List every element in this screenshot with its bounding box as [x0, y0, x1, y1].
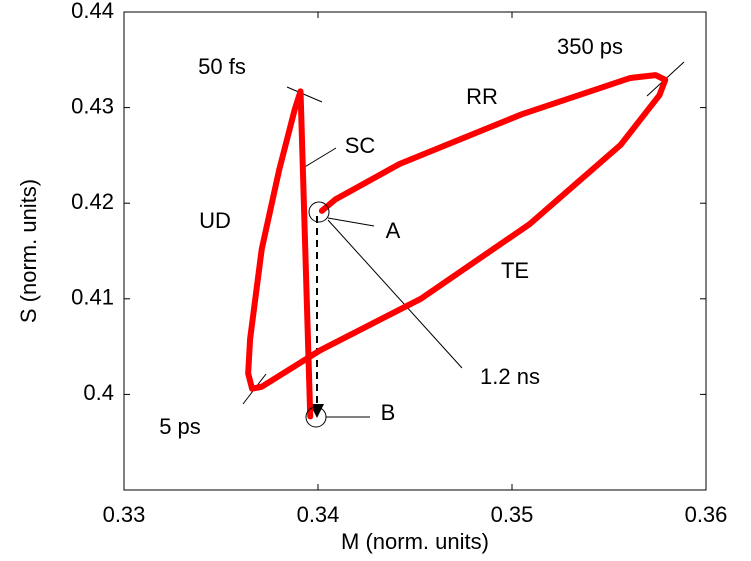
- plot-area: [245, 72, 669, 420]
- point-a-circle: [308, 201, 330, 223]
- y-tick-label: 0.4: [83, 380, 114, 405]
- y-tick-label: 0.41: [71, 285, 114, 310]
- annotation: 50 fs: [198, 54, 246, 79]
- x-axis-label: M (norm. units): [341, 529, 489, 554]
- y-axis-label: S (norm. units): [16, 179, 41, 323]
- leader-line: [327, 217, 375, 227]
- x-tick-label: 0.34: [297, 502, 340, 527]
- annotation: A: [386, 218, 401, 243]
- time-mark: [286, 86, 323, 103]
- annotation: 5 ps: [159, 414, 201, 439]
- trajectory-line: [245, 72, 669, 420]
- point-b-circle: [305, 406, 327, 428]
- y-tick-label: 0.43: [71, 93, 114, 118]
- annotation: 1.2 ns: [480, 364, 540, 389]
- leader-line: [302, 147, 337, 169]
- annotation: UD: [199, 208, 231, 233]
- x-tick-label: 0.33: [103, 502, 146, 527]
- annotation: SC: [345, 133, 376, 158]
- annotation: 350 ps: [557, 34, 623, 59]
- x-tick-label: 0.35: [491, 502, 534, 527]
- annotation: B: [381, 400, 396, 425]
- x-tick-label: 0.36: [685, 502, 728, 527]
- annotation: TE: [501, 258, 529, 283]
- y-tick-label: 0.42: [71, 189, 114, 214]
- axes-box: [123, 11, 707, 491]
- leader-line: [327, 219, 463, 369]
- annotation: RR: [466, 84, 498, 109]
- y-tick-label: 0.44: [71, 0, 114, 23]
